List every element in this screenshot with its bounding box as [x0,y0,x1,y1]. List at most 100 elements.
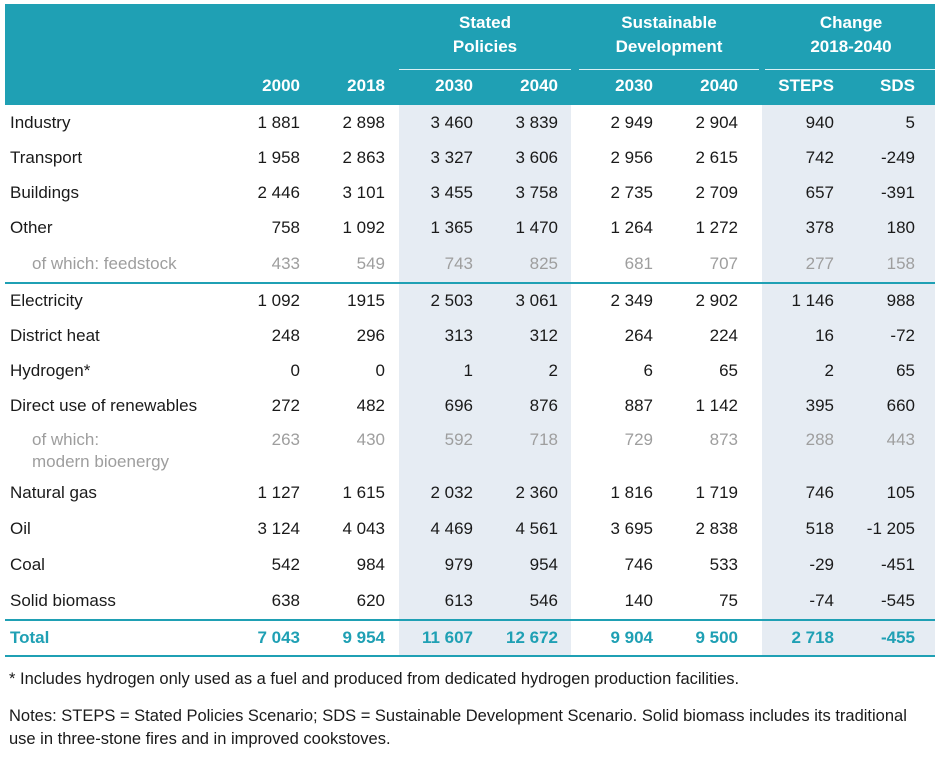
cell-steps-2030: 3 327 [430,148,473,167]
cell-sds-2040: 75 [719,591,738,610]
cell-steps-2030: 2 032 [430,483,473,502]
cell-steps-2040: 1 470 [515,218,558,237]
cell-steps-2030: 4 469 [430,519,473,538]
cell-change-sds: 443 [886,430,915,449]
cell-change-sds: 65 [896,361,915,380]
cell-sds-2030: 1 816 [610,483,653,502]
cell-steps-2030: 2 503 [430,291,473,310]
cell-steps-2040: 4 561 [515,519,558,538]
column-header-change-sds: SDS [880,76,915,95]
cell-change-steps: 16 [815,326,834,345]
cell-change-steps: -29 [809,555,834,574]
total-cell-sds-2040: 9 500 [695,628,738,647]
group-header-sustainable-development: Sustainable Development [615,13,723,56]
cell-steps-2030: 1 [463,361,473,380]
cell-2000: 272 [271,396,300,415]
table-row: Transport 1 958 2 863 3 327 3 606 2 956 2 615 7… [0,141,941,176]
row-label: Coal [10,555,45,574]
cell-change-sds: 158 [886,254,915,273]
cell-change-steps: 288 [805,430,834,449]
cell-sds-2040: 533 [709,555,738,574]
group-header-stated-policies: Stated Policies [452,13,518,56]
cell-2018: 296 [356,326,385,345]
column-header-steps-2030: 2030 [435,76,473,95]
cell-steps-2030: 1 365 [430,218,473,237]
cell-sds-2030: 2 956 [610,148,653,167]
cell-sds-2040: 2 838 [695,519,738,538]
cell-change-steps: 395 [805,396,834,415]
footnote-abbreviations: Notes: STEPS = Stated Policies Scenario;… [9,707,907,748]
stated-policies-underline [399,69,571,70]
cell-2018: 2 898 [342,113,385,132]
table-row: Industry 1 881 2 898 3 460 3 839 2 949 2 904 94… [0,106,941,141]
table-row: Oil 3 124 4 043 4 469 4 561 3 695 2 838 518 -1 2… [0,512,941,548]
row-label: Natural gas [10,483,97,502]
cell-change-sds: -391 [880,183,915,202]
section-divider [5,282,935,284]
total-top-rule [5,619,935,621]
column-header-steps-2040: 2040 [520,76,558,95]
row-label: Other [10,218,53,237]
table-row: Other 758 1 092 1 365 1 470 1 264 1 272 378 180 [0,211,941,246]
cell-change-sds: 105 [886,483,915,502]
cell-sds-2030: 2 735 [610,183,653,202]
cell-change-sds: -249 [880,148,915,167]
sustainable-development-underline [579,69,759,70]
cell-steps-2040: 3 061 [515,291,558,310]
cell-2000: 248 [271,326,300,345]
cell-change-sds: -1 205 [866,519,915,538]
change-column-band [762,105,935,656]
cell-sds-2030: 264 [624,326,653,345]
total-label: Total [10,628,50,647]
cell-2018: 482 [356,396,385,415]
total-cell-change-sds: -455 [880,628,915,647]
total-row: Total 7 043 9 954 11 607 12 672 9 904 9 500 2 7… [0,621,941,656]
cell-2018: 4 043 [342,519,385,538]
cell-sds-2030: 2 349 [610,291,653,310]
row-label: District heat [10,326,100,345]
cell-2018: 2 863 [342,148,385,167]
total-cell-change-steps: 2 718 [791,628,834,647]
column-header-2018: 2018 [347,76,385,95]
group-header-change: Change 2018-2040 [810,13,892,56]
cell-steps-2040: 825 [529,254,558,273]
cell-sds-2030: 2 949 [610,113,653,132]
cell-sds-2030: 729 [624,430,653,449]
cell-steps-2040: 876 [529,396,558,415]
total-bottom-rule [5,655,935,657]
cell-change-steps: 940 [805,113,834,132]
cell-sds-2040: 873 [709,430,738,449]
cell-change-sds: 660 [886,396,915,415]
cell-2000: 1 092 [257,291,300,310]
cell-change-sds: 180 [886,218,915,237]
cell-2018: 620 [356,591,385,610]
row-label: Hydrogen* [10,361,91,380]
cell-2018: 0 [375,361,385,380]
cell-steps-2030: 3 460 [430,113,473,132]
table-row: District heat 248 296 313 312 264 224 16 -72 [0,319,941,354]
cell-change-sds: 5 [905,113,915,132]
table-row: Coal 542 984 979 954 746 533 -29 -451 [0,548,941,584]
cell-sds-2030: 6 [643,361,653,380]
cell-change-sds: -545 [880,591,915,610]
cell-sds-2040: 2 709 [695,183,738,202]
cell-change-sds: -72 [890,326,915,345]
cell-sds-2030: 140 [624,591,653,610]
cell-2018: 984 [356,555,385,574]
cell-steps-2040: 546 [529,591,558,610]
cell-change-steps: 518 [805,519,834,538]
cell-change-steps: 657 [805,183,834,202]
cell-change-sds: -451 [880,555,915,574]
cell-change-steps: 1 146 [791,291,834,310]
row-label: Buildings [10,183,79,202]
cell-sds-2040: 2 904 [695,113,738,132]
footnote-hydrogen: * Includes hydrogen only used as a fuel … [9,670,740,688]
table-row: Solid biomass 638 620 613 546 140 75 -74 -545 [0,584,941,620]
cell-sds-2040: 65 [719,361,738,380]
cell-steps-2030: 979 [444,555,473,574]
total-cell-2018: 9 954 [342,628,385,647]
row-label: Direct use of renewables [10,396,198,415]
cell-change-sds: 988 [886,291,915,310]
cell-2000: 638 [271,591,300,610]
